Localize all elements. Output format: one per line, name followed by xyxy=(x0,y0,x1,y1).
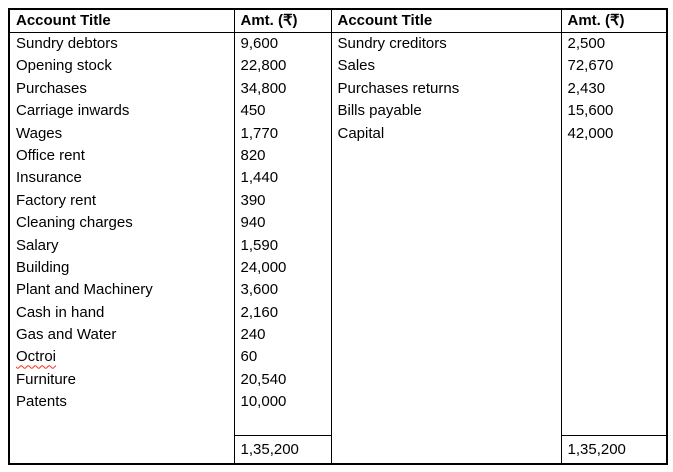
amount-value: 9,600 xyxy=(240,35,279,52)
account-title: Office rent xyxy=(16,146,85,164)
account-title: Gas and Water xyxy=(16,326,117,344)
column-header-account-title-left: Account Title xyxy=(8,9,235,33)
amount-value: 60 xyxy=(240,348,258,366)
account-title: Sundry debtors xyxy=(16,35,118,52)
amount-value: 940 xyxy=(240,214,266,232)
account-title: Factory rent xyxy=(16,191,97,209)
amount-value: 2,500 xyxy=(567,35,606,52)
amount-value: 820 xyxy=(240,146,266,164)
column-header-amount-left: Amt. (₹) xyxy=(233,9,332,33)
amount-value: 2,160 xyxy=(240,303,279,321)
amount-value: 390 xyxy=(240,191,266,209)
account-title: Purchases returns xyxy=(337,79,460,97)
credit-amounts-cell: 2,500 72,670 2,430 15,600 42,000 xyxy=(560,32,668,436)
account-title: Carriage inwards xyxy=(16,102,130,120)
total-row: 1,35,200 1,35,200 xyxy=(8,435,668,464)
amount-value: 1,590 xyxy=(240,236,279,254)
account-title: Wages xyxy=(16,124,63,142)
amount-value: 20,540 xyxy=(240,370,287,388)
amount-value: 22,800 xyxy=(240,57,287,75)
amount-value: 72,670 xyxy=(567,57,614,75)
debit-amounts-cell: 9,600 22,800 34,800 450 1,770 820 1,440 390 940 1… xyxy=(233,32,332,436)
account-title: Sundry creditors xyxy=(337,35,447,52)
account-title: Capital xyxy=(337,124,385,142)
column-header-amount-right: Amt. (₹) xyxy=(560,9,668,33)
account-title: Plant and Machinery xyxy=(16,281,153,299)
amount-value: 1,770 xyxy=(240,124,279,142)
account-title: Salary xyxy=(16,236,59,254)
body-row: Sundry debtors Opening stock Purchases Carr… xyxy=(8,32,668,436)
credit-account-titles-cell: Sundry creditors Sales Purchases returns Bi… xyxy=(330,32,562,436)
account-title: Insurance xyxy=(16,169,82,187)
account-title: Octroi xyxy=(16,348,57,366)
amount-value: 24,000 xyxy=(240,258,287,276)
debit-total-spacer-cell xyxy=(8,435,235,464)
account-title: Purchases xyxy=(16,79,87,97)
amount-value: 3,600 xyxy=(240,281,279,299)
credit-total-spacer-cell xyxy=(330,435,562,464)
account-title: Cleaning charges xyxy=(16,214,133,232)
account-title: Sales xyxy=(337,57,376,75)
debit-account-titles-cell: Sundry debtors Opening stock Purchases Carr… xyxy=(8,32,235,436)
account-title: Opening stock xyxy=(16,57,112,75)
amount-value: 1,440 xyxy=(240,169,279,187)
amount-value: 450 xyxy=(240,102,266,120)
account-title: Patents xyxy=(16,393,67,411)
trial-balance-table: Account Title Amt. (₹) Account Title Amt… xyxy=(8,8,668,465)
amount-value: 2,430 xyxy=(567,79,606,97)
amount-value: 15,600 xyxy=(567,102,614,120)
account-title: Cash in hand xyxy=(16,303,105,321)
amount-value: 240 xyxy=(240,326,266,344)
amount-value: 10,000 xyxy=(240,393,287,411)
column-header-account-title-right: Account Title xyxy=(330,9,562,33)
account-title: Bills payable xyxy=(337,102,422,120)
debit-total-value: 1,35,200 xyxy=(233,435,332,464)
amount-value: 34,800 xyxy=(240,79,287,97)
amount-value: 42,000 xyxy=(567,124,614,142)
account-title: Furniture xyxy=(16,370,77,388)
credit-total-value: 1,35,200 xyxy=(560,435,668,464)
account-title: Building xyxy=(16,258,70,276)
header-row: Account Title Amt. (₹) Account Title Amt… xyxy=(8,9,668,33)
